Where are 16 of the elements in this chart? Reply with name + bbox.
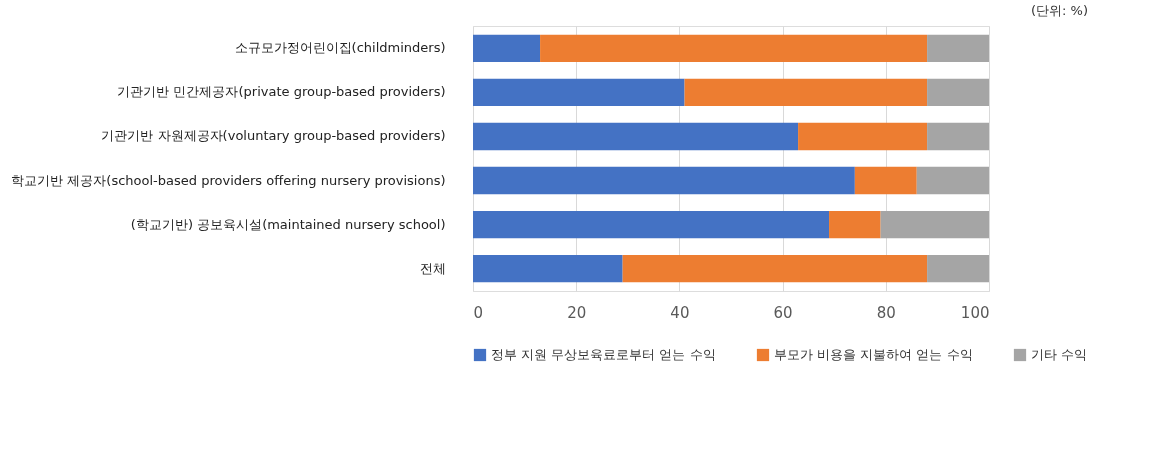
y-tick-label: 학교기반 제공자(school-based providers offering nursery provisions)	[11, 172, 446, 188]
y-tick-label: 기관기반 민간제공자(private group-based providers)	[117, 84, 446, 100]
x-tick-label: 20	[567, 303, 587, 322]
x-tick-label: 80	[876, 303, 896, 322]
legend-label: 기타 수익	[1031, 347, 1088, 362]
legend-label: 부모가 비용을 지불하여 얻는 수익	[774, 347, 973, 362]
x-tick-label: 100	[960, 303, 990, 322]
legend-label: 정부 지원 무상보육료로부터 얻는 수익	[491, 347, 716, 362]
x-tick-label: 0	[473, 303, 484, 322]
y-tick-label: (학교기반) 공보육시설(maintained nursery school)	[130, 216, 446, 232]
x-tick-label: 40	[670, 303, 690, 322]
y-tick-label: 기관기반 자원제공자(voluntary group-based providers)	[101, 128, 446, 144]
text: (단위: %)	[1030, 3, 1088, 18]
x-tick-label: 60	[773, 303, 793, 322]
y-tick-label: 소규모가정어린이집(childminders)	[234, 40, 446, 56]
y-tick-label: 전체	[419, 260, 446, 276]
